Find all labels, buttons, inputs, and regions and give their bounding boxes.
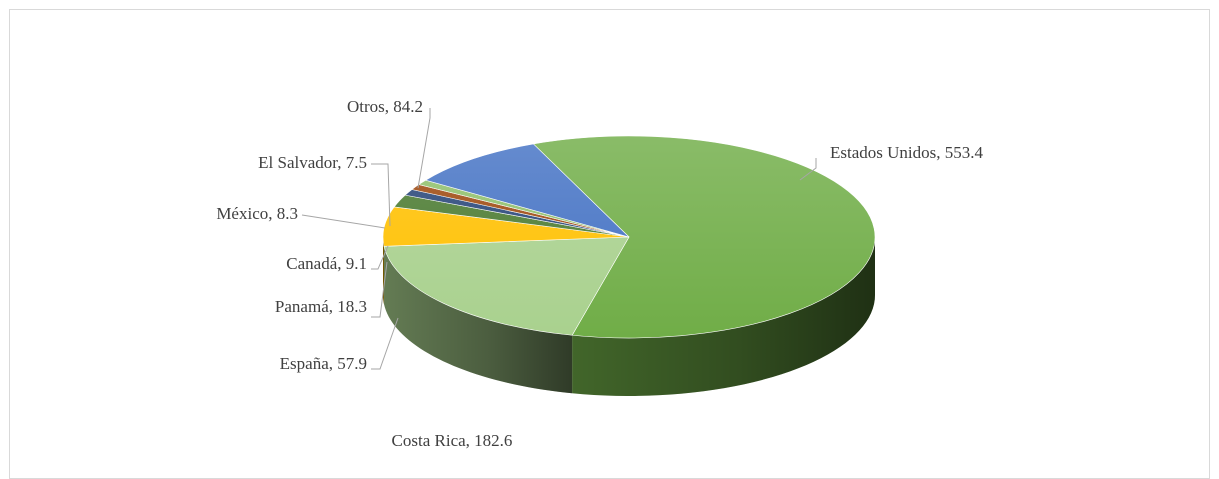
data-label-panam-: Panamá, 18.3 [275,297,367,316]
data-label-espa-a: España, 57.9 [280,354,367,373]
leader-line-el-salvador [371,163,391,227]
leader-line-estados-unidos [799,158,817,181]
leader-line-m-xico [301,214,386,229]
pie-side-shade-costa-rica [384,246,573,394]
leader-line-otros [417,108,431,189]
pie-gloss [383,136,875,338]
leader-line-espa-a [371,317,399,370]
data-label-m-xico: México, 8.3 [216,204,298,223]
data-label-costa-rica: Costa Rica, 182.6 [392,431,513,450]
data-label-otros: Otros, 84.2 [347,97,423,116]
data-label-estados-unidos: Estados Unidos, 553.4 [830,143,984,162]
pie-side-shade-estados-unidos [572,237,875,396]
data-label-canad-: Canadá, 9.1 [286,254,367,273]
pie-chart: Estados Unidos, 553.4 Costa Rica, 182.6 Es… [216,97,984,450]
leader-line-panam- [371,261,388,318]
data-label-el-salvador: El Salvador, 7.5 [258,153,367,172]
leader-line-canad- [371,245,389,270]
